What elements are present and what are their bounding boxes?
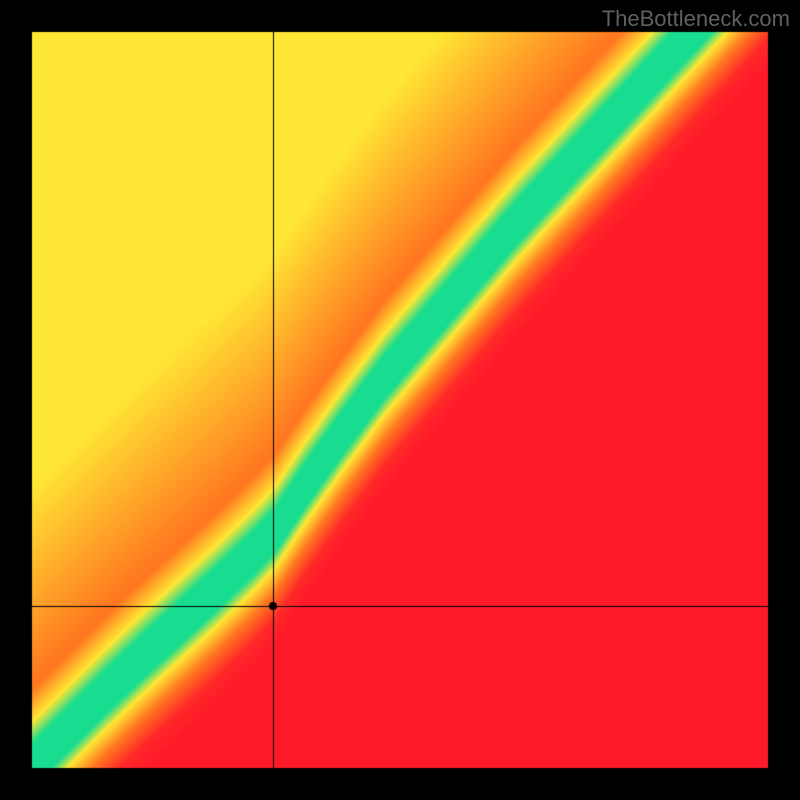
watermark-text: TheBottleneck.com bbox=[602, 6, 790, 32]
bottleneck-heatmap bbox=[0, 0, 800, 800]
